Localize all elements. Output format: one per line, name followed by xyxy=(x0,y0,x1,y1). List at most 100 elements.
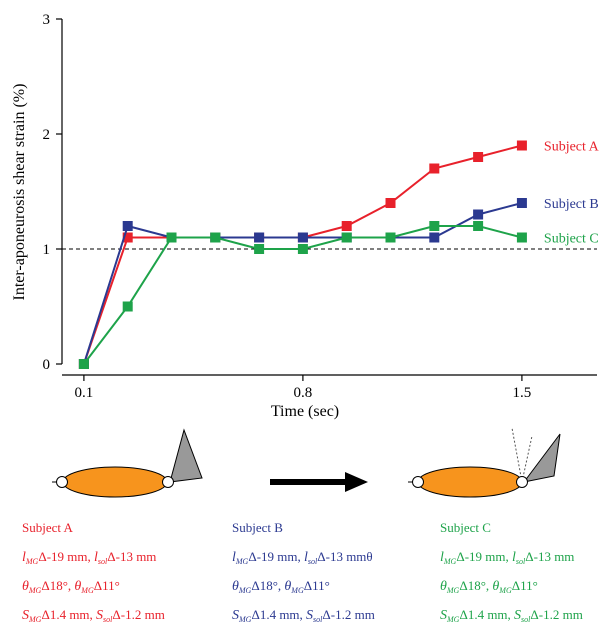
symbol: S xyxy=(514,608,521,623)
symbol: θ xyxy=(440,579,447,594)
subscript: sol xyxy=(308,557,318,566)
subscript: MG xyxy=(446,586,460,595)
marker xyxy=(254,244,265,254)
marker xyxy=(429,221,440,231)
value-text: Δ-19 mm, xyxy=(456,549,512,564)
parameter-line: θMGΔ18°, θMGΔ11° xyxy=(440,578,538,595)
marker xyxy=(78,359,89,369)
marker xyxy=(341,232,352,243)
symbol: l xyxy=(94,550,98,565)
symbol: θ xyxy=(232,579,239,594)
y-axis-label: Inter-aponeurosis shear strain (%) xyxy=(11,84,28,301)
marker xyxy=(516,198,527,208)
series-label: Subject C xyxy=(544,232,599,247)
parameter-line: lMGΔ-19 mm, lsolΔ-13 mmθ xyxy=(232,549,373,566)
marker xyxy=(210,232,221,243)
subscript: MG xyxy=(238,586,252,595)
subscript: MG xyxy=(28,586,42,595)
parameter-line: SMGΔ1.4 mm, SsolΔ-1.2 mm xyxy=(232,607,375,624)
symbol: l xyxy=(22,550,26,565)
subscript: MG xyxy=(28,615,42,624)
series-label: Subject A xyxy=(544,140,600,155)
value-text: Δ11° xyxy=(512,578,538,593)
symbol: θ xyxy=(74,579,81,594)
subscript: MG xyxy=(446,615,460,624)
x-tick-label: 0.8 xyxy=(294,385,313,401)
subscript: sol xyxy=(98,557,108,566)
value-text: Δ-19 mm, xyxy=(248,549,304,564)
series-line xyxy=(82,144,523,365)
symbol: l xyxy=(512,550,516,565)
marker xyxy=(122,232,133,243)
marker xyxy=(341,221,352,231)
subject-title: Subject C xyxy=(440,520,491,535)
marker xyxy=(516,232,527,243)
subscript: MG xyxy=(25,557,39,566)
marker xyxy=(516,140,527,151)
value-text: Δ11° xyxy=(304,578,330,593)
parameter-line: SMGΔ1.4 mm, SsolΔ-1.2 mm xyxy=(22,607,165,624)
subscript: sol xyxy=(103,615,113,624)
value-text: Δ-13 mmθ xyxy=(317,549,372,564)
marker xyxy=(122,301,133,312)
symbol: S xyxy=(306,608,313,623)
symbol: l xyxy=(232,550,236,565)
value-text: Δ18°, xyxy=(251,578,284,593)
x-tick-label: 0.1 xyxy=(75,385,94,401)
subject-title: Subject B xyxy=(232,520,283,535)
subscript: sol xyxy=(521,615,531,624)
symbol: S xyxy=(22,608,29,623)
subscript: sol xyxy=(516,557,526,566)
marker xyxy=(473,152,484,162)
symbol: S xyxy=(96,608,103,623)
y-tick-label: 1 xyxy=(43,242,51,258)
value-text: Δ-1.2 mm xyxy=(530,607,582,622)
subscript: MG xyxy=(235,557,249,566)
marker xyxy=(473,209,484,220)
subscript: MG xyxy=(80,586,94,595)
diagram-before xyxy=(52,428,203,498)
marker xyxy=(297,244,308,254)
subscript: MG xyxy=(238,615,252,624)
y-tick-label: 2 xyxy=(43,127,51,143)
marker xyxy=(166,232,177,243)
symbol: θ xyxy=(22,579,29,594)
symbol: θ xyxy=(492,579,499,594)
parameter-line: SMGΔ1.4 mm, SsolΔ-1.2 mm xyxy=(440,607,583,624)
value-text: Δ-1.2 mm xyxy=(322,607,374,622)
value-text: Δ11° xyxy=(94,578,120,593)
marker xyxy=(385,198,396,208)
parameter-line: lMGΔ-19 mm, lsolΔ-13 mm xyxy=(22,549,156,566)
subscript: sol xyxy=(313,615,323,624)
value-text: Δ18°, xyxy=(459,578,492,593)
marker xyxy=(473,221,484,231)
value-text: Δ1.4 mm, xyxy=(41,607,96,622)
subscript: MG xyxy=(498,586,512,595)
symbol: S xyxy=(232,608,239,623)
value-text: Δ-19 mm, xyxy=(38,549,94,564)
subscript: MG xyxy=(443,557,457,566)
value-text: Δ1.4 mm, xyxy=(251,607,306,622)
x-tick-label: 1.5 xyxy=(513,385,532,401)
parameter-line: θMGΔ18°, θMGΔ11° xyxy=(22,578,120,595)
subject-title: Subject A xyxy=(22,520,74,535)
marker xyxy=(429,232,440,243)
symbol: S xyxy=(440,608,447,623)
subscript: MG xyxy=(290,586,304,595)
y-tick-label: 0 xyxy=(43,357,51,373)
value-text: Δ1.4 mm, xyxy=(459,607,514,622)
value-text: Δ-13 mm xyxy=(107,549,156,564)
y-tick-label: 3 xyxy=(43,12,51,28)
value-text: Δ18°, xyxy=(41,578,74,593)
series-label: Subject B xyxy=(544,197,599,212)
value-text: Δ-1.2 mm xyxy=(112,607,164,622)
symbol: θ xyxy=(284,579,291,594)
marker xyxy=(385,232,396,243)
series-line xyxy=(82,202,523,365)
diagram-after xyxy=(408,427,561,498)
x-axis-label: Time (sec) xyxy=(271,403,339,420)
marker xyxy=(297,232,308,243)
value-text: Δ-13 mm xyxy=(525,549,574,564)
arrow xyxy=(270,472,368,492)
